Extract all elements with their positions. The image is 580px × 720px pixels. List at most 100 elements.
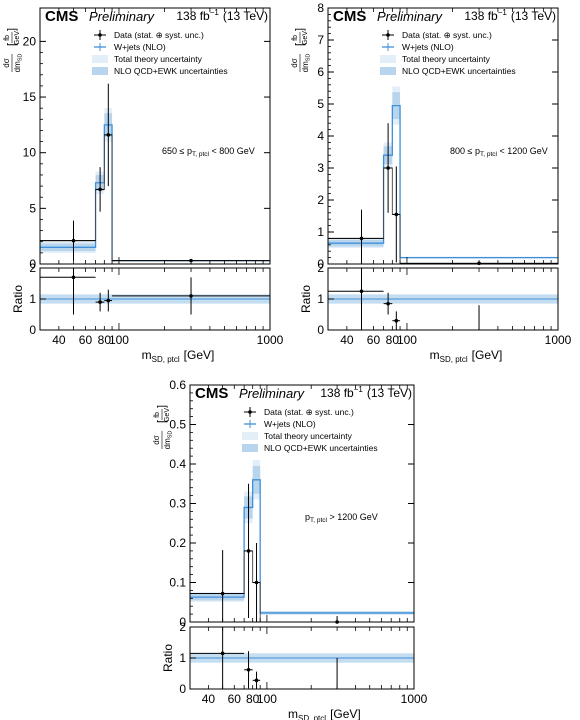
energy-label: (13 TeV) [367,386,412,400]
ratio-axis-label: Ratio [161,644,175,672]
data-point [104,83,113,187]
x-label-unit: [GeV] [472,348,503,362]
data-marker [254,580,259,585]
lumi-value: 138 fb [320,386,354,400]
data-marker [394,212,399,217]
x-axis-label: mSD, ptcl [GeV] [142,348,215,364]
data-point [328,209,384,264]
ratio-point [383,292,393,315]
ratio-point [95,292,105,312]
lumi-exponent: −1 [210,8,220,17]
legend-total-unc-label: Total theory uncertainty [114,54,203,64]
x-tick-label: 1000 [545,333,572,347]
pt-symbol: p [475,146,480,156]
y-label-den-sub: SD [18,54,24,62]
ratio-y-tick-label: 2 [29,261,36,275]
legend: Data (stat. ⊕ syst. unc.) W+jets (NLO) Tot… [380,30,516,76]
cms-label: CMS [333,8,366,25]
x-axis-label: mSD, ptcl [GeV] [288,707,361,720]
y-tick-label: 0.2 [169,536,186,550]
ratio-y-tick-label: 1 [317,292,324,306]
pt-range-label: pT, ptcl > 1200 GeV [305,512,378,524]
pt-subscript: T, ptcl [310,517,328,524]
ratio-point [40,268,96,315]
y-label-den-text: dm [13,61,22,72]
ratio-y-tick-label: 1 [29,292,36,306]
y-label-denominator: dmSD [13,54,24,73]
x-label-subscript: SD, ptcl [440,355,468,364]
data-point [383,123,393,213]
data-point [40,220,96,261]
y-label-bracket-open: [ [6,43,18,46]
x-label-subscript: SD, ptcl [298,714,326,720]
ratio-marker [394,318,399,323]
legend-nlo-unc-swatch [242,444,258,452]
ratio-marker [359,289,364,294]
legend-total-unc-swatch [242,432,258,440]
y-label-den-sub: SD [168,431,174,439]
x-tick-label: 40 [52,333,66,347]
ratio-y-tick-label: 2 [179,620,186,634]
preliminary-label: Preliminary [89,9,156,24]
data-step-line [190,550,414,623]
y-label-unit-den: GeV [302,31,309,45]
ratio-point [104,289,113,312]
chart-panel-top-right: 0 1 2 3 4 5 6 7 8 CMS Preliminary 138 fb−1 (13 TeV) D… [290,1,572,364]
y-axis-label: dσ dmSD [fb GeV] [2,28,24,72]
data-point [95,167,105,212]
legend-nlo-unc-swatch [380,67,396,75]
legend-model-label: W+jets (NLO) [264,419,316,429]
pt-range-label: 650 ≤ pT, ptcl < 800 GeV [162,146,255,158]
ratio-point [252,671,261,689]
y-tick-label: 5 [317,97,324,111]
x-tick-label: 100 [109,333,129,347]
data-step-line [40,134,270,262]
x-label-unit: [GeV] [184,348,215,362]
y-label-denominator: dmSD [163,431,174,450]
y-label-numerator: dσ [152,435,161,444]
ratio-marker [71,275,76,280]
y-tick-label: 1 [317,225,324,239]
y-label-den-text: dm [301,61,310,72]
cms-label: CMS [45,8,78,25]
data-marker [98,187,102,192]
y-label-unit-den: GeV [14,31,21,45]
pt-range-label: 800 ≤ pT, ptcl < 1200 GeV [450,146,548,158]
lumi-exponent: −1 [354,385,364,394]
lumi-exponent: −1 [498,8,508,17]
data-marker [220,591,225,596]
legend: Data (stat. ⊕ syst. unc.) W+jets (NLO) Tot… [242,407,378,453]
data-step-line [328,167,558,264]
x-tick-label: 40 [202,692,216,706]
legend-data-marker [98,33,102,37]
pt-range-low: 800 ≤ [450,146,475,156]
x-label-unit: [GeV] [330,707,361,720]
ratio-point [244,651,253,689]
legend-total-unc-label: Total theory uncertainty [402,54,491,64]
data-marker [106,133,111,137]
y-tick-label: 0.1 [169,576,186,590]
legend-data-marker [248,410,252,414]
x-tick-label: 60 [228,692,242,706]
y-tick-label: 5 [29,201,36,215]
preliminary-label: Preliminary [239,386,306,401]
y-tick-label: 8 [317,1,324,15]
y-tick-label: 0.4 [169,457,186,471]
x-tick-label: 80 [246,692,260,706]
y-label-numerator: dσ [290,58,299,67]
y-label-bracket-close: ] [6,28,18,31]
y-axis-label: dσ dmSD [fb GeV] [152,405,174,449]
main-frame [39,7,271,265]
x-tick-label: 80 [98,333,112,347]
y-tick-label: 10 [23,146,37,160]
y-label-unit-num: fb [292,35,299,41]
energy-label: (13 TeV) [223,9,268,23]
ratio-point [392,311,401,330]
legend-data-label: Data (stat. ⊕ syst. unc.) [264,407,354,417]
x-tick-label: 60 [367,333,381,347]
lumi-value: 138 fb [176,9,210,23]
ratio-y-tick-label: 0 [29,323,36,337]
ratio-point [328,268,384,330]
